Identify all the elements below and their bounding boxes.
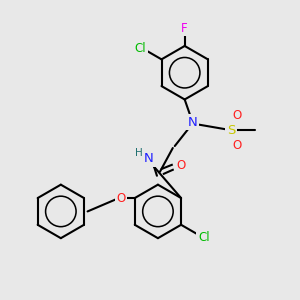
Text: O: O (116, 192, 125, 205)
Text: S: S (227, 124, 236, 137)
Text: O: O (232, 139, 241, 152)
Text: O: O (232, 109, 241, 122)
Text: H: H (135, 148, 143, 158)
Text: N: N (144, 152, 154, 165)
Text: O: O (176, 159, 185, 172)
Text: Cl: Cl (135, 42, 146, 55)
Text: N: N (188, 116, 197, 129)
Text: Cl: Cl (198, 231, 210, 244)
Text: F: F (182, 22, 188, 34)
